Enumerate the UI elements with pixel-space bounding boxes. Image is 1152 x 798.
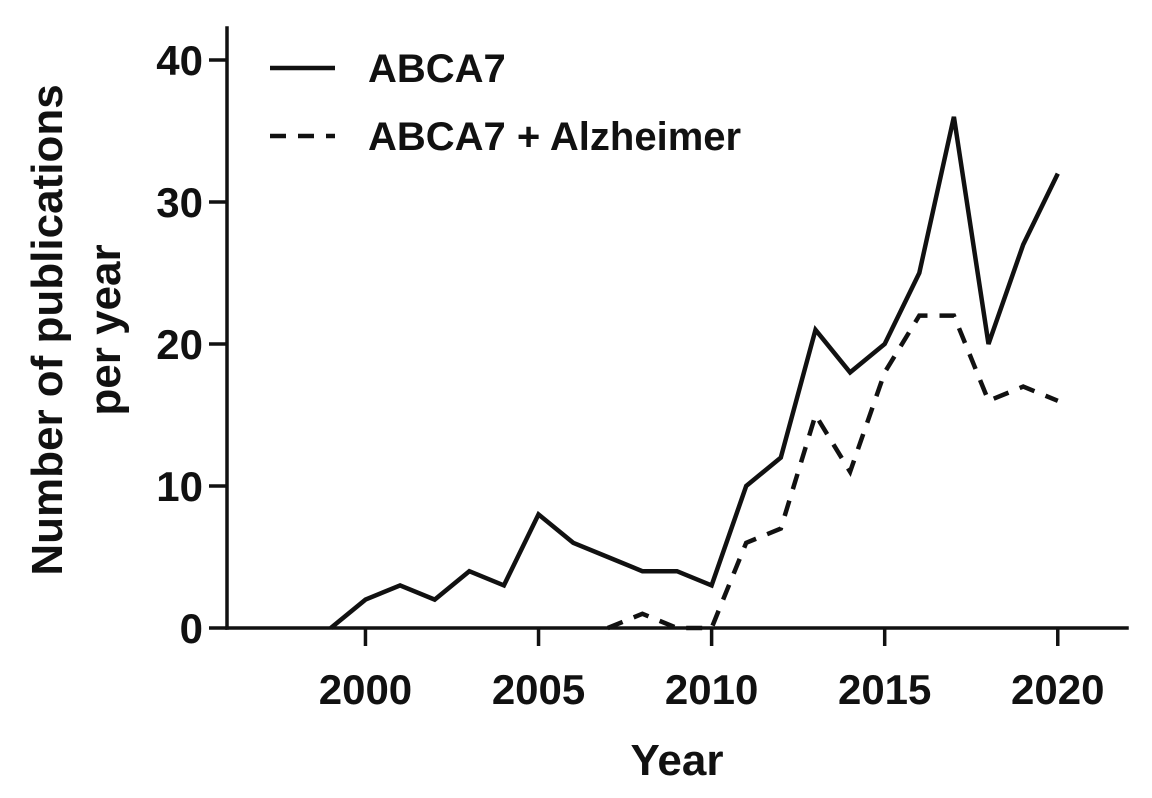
y-tick-label: 20 (156, 321, 203, 368)
x-tick-label: 2000 (319, 666, 412, 713)
y-tick-label: 30 (156, 179, 203, 226)
x-tick-label: 2010 (665, 666, 758, 713)
series-abca7-alzheimer-line (606, 313, 1059, 631)
x-tick-label: 2005 (492, 666, 585, 713)
y-tick-label: 0 (180, 605, 203, 652)
y-tick-label: 40 (156, 37, 203, 84)
legend-label: ABCA7 (368, 47, 506, 91)
legend: ABCA7 ABCA7 + Alzheimer (270, 47, 741, 159)
x-axis-ticks: 2000 2005 2010 2015 2020 (319, 628, 1104, 713)
x-tick-label: 2015 (838, 666, 931, 713)
legend-label: ABCA7 + Alzheimer (368, 115, 741, 159)
series-lines (329, 116, 1060, 631)
y-axis-title-line: Number of publications (23, 84, 72, 575)
axes (225, 26, 1129, 630)
x-tick-label: 2020 (1011, 666, 1104, 713)
y-tick-label: 10 (156, 463, 203, 510)
y-axis-title-line: per year (81, 244, 130, 415)
y-axis-ticks: 0 10 20 30 40 (156, 37, 227, 652)
y-axis-title: Number of publications per year (23, 84, 130, 575)
x-axis-title: Year (631, 736, 724, 785)
series-abca7-line (329, 116, 1060, 630)
